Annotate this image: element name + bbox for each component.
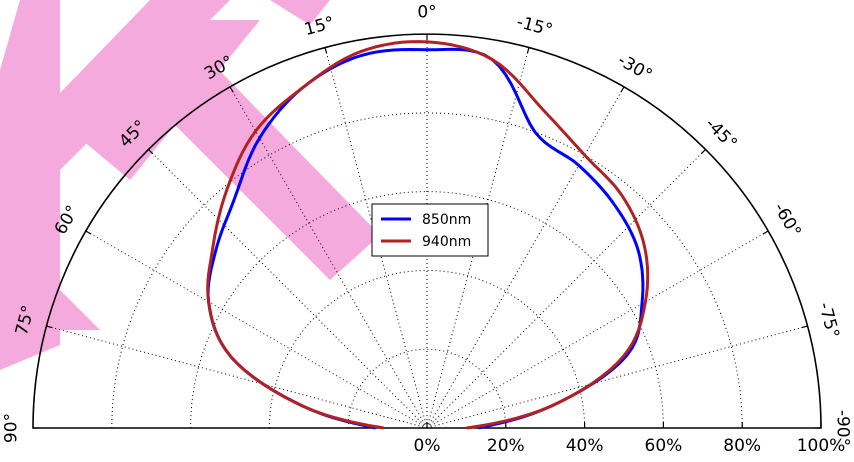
- radial-tick-label: 80%: [723, 436, 761, 456]
- angle-gridline: [46, 325, 428, 429]
- legend-label-850nm: 850nm: [422, 212, 471, 228]
- angle-tick-label: 0°: [417, 2, 436, 22]
- watermark-stroke-3: [0, 230, 100, 330]
- radial-tick-labels: 0% 20% 40% 60% 80% 100%: [414, 436, 846, 456]
- legend-label-940nm: 940nm: [422, 234, 471, 250]
- radial-tick-label: 100%: [797, 436, 846, 456]
- angle-tick-mark: [700, 148, 707, 155]
- radial-tick-label: 60%: [645, 436, 683, 456]
- radial-tick-label: 20%: [487, 436, 525, 456]
- angle-gridline: [426, 325, 808, 429]
- outer-arc: [32, 33, 822, 429]
- radial-tick-label: 40%: [566, 436, 604, 456]
- radial-tick-label: 0%: [414, 436, 441, 456]
- angle-tick-label: -60°: [769, 199, 804, 240]
- angle-gridline: [426, 230, 769, 429]
- angle-tick-label: -90°: [833, 410, 853, 446]
- series-lines: [206, 40, 650, 430]
- angle-tick-mark: [46, 325, 53, 329]
- angle-tick-mark: [324, 47, 328, 54]
- angle-tick-mark: [620, 86, 625, 93]
- angle-tick-mark: [801, 325, 808, 329]
- angle-tick-label: -75°: [814, 300, 843, 340]
- legend-box: [371, 203, 489, 257]
- angle-gridline: [148, 149, 428, 429]
- angle-tick-label: -45°: [701, 114, 741, 154]
- angle-tick-label: -15°: [514, 12, 554, 41]
- series-line-940nm: [206, 40, 650, 430]
- angle-gridline: [229, 86, 428, 429]
- angle-tick-mark: [85, 230, 92, 235]
- watermark: [0, 0, 380, 370]
- angle-tick-mark: [229, 86, 234, 93]
- angle-gridline: [426, 86, 625, 429]
- watermark-stroke-4: [270, 0, 330, 25]
- angle-tick-mark: [147, 148, 154, 155]
- legend: 850nm 940nm: [371, 203, 489, 257]
- angle-tick-mark: [762, 230, 769, 235]
- angle-tick-mark: [526, 47, 530, 54]
- angle-gridline: [85, 230, 428, 429]
- angle-gridline: [426, 149, 706, 429]
- radial-gridline: [268, 269, 586, 429]
- angle-tick-label: -30°: [614, 50, 655, 85]
- angle-tick-label: 90°: [1, 413, 21, 443]
- radial-gridline: [347, 348, 507, 429]
